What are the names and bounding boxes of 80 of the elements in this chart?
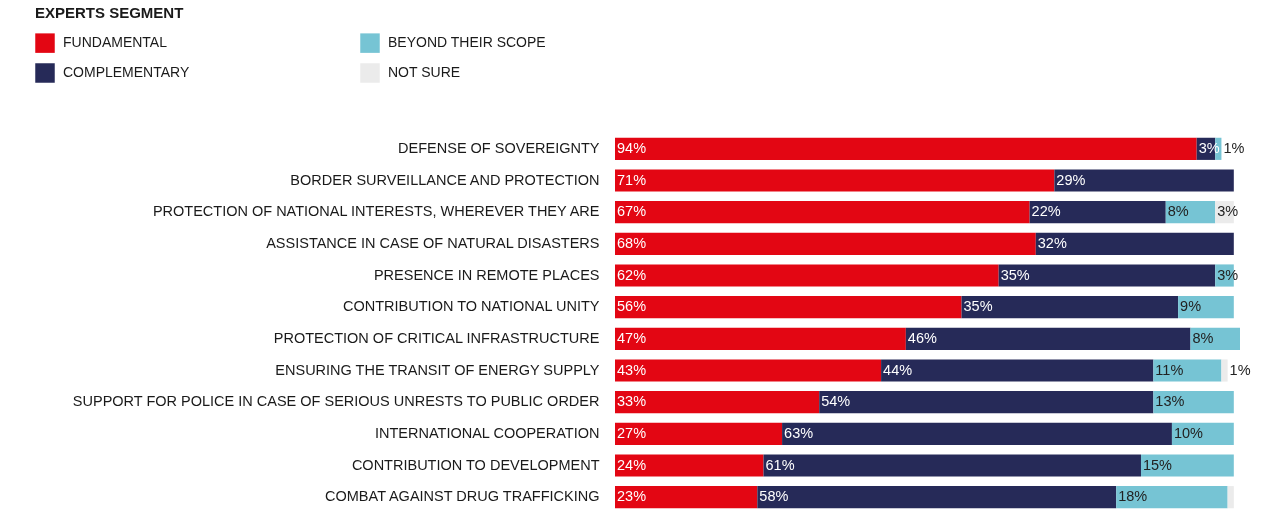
legend-label: COMPLEMENTARY bbox=[63, 64, 190, 80]
data-label: 22% bbox=[1031, 203, 1061, 220]
data-label: 9% bbox=[1180, 298, 1202, 315]
bar bbox=[615, 264, 999, 287]
data-label: 43% bbox=[617, 361, 647, 378]
y-tick-label: COMBAT AGAINST DRUG TRAFFICKING bbox=[325, 488, 600, 505]
data-label: 46% bbox=[907, 329, 937, 346]
data-label: 62% bbox=[617, 266, 647, 283]
y-tick-label: PROTECTION OF CRITICAL INFRASTRUCTURE bbox=[273, 329, 600, 346]
y-tick-label: SUPPORT FOR POLICE IN CASE OF SERIOUS UNRESTS TO PUBLIC ORDER bbox=[72, 393, 600, 410]
data-label: 23% bbox=[617, 488, 647, 505]
bar bbox=[615, 137, 1197, 160]
bar bbox=[763, 454, 1141, 477]
bar bbox=[615, 422, 783, 445]
bar bbox=[1153, 359, 1222, 382]
data-label: 3% bbox=[1217, 203, 1239, 220]
data-label: 33% bbox=[617, 393, 647, 410]
bar bbox=[905, 327, 1191, 350]
data-label: 58% bbox=[759, 488, 789, 505]
data-label: 56% bbox=[617, 298, 647, 315]
y-tick-label: CONTRIBUTION TO DEVELOPMENT bbox=[351, 456, 600, 473]
bar bbox=[1116, 486, 1228, 509]
data-label: 1% bbox=[1223, 139, 1245, 156]
data-label: 68% bbox=[617, 234, 647, 251]
data-label: 61% bbox=[765, 456, 795, 473]
data-label: 47% bbox=[617, 329, 647, 346]
y-tick-label: ENSURING THE TRANSIT OF ENERGY SUPPLY bbox=[275, 361, 600, 378]
data-label: 35% bbox=[1000, 266, 1030, 283]
bar bbox=[757, 486, 1117, 509]
data-label: 94% bbox=[617, 139, 647, 156]
data-label: 71% bbox=[617, 171, 647, 188]
legend-label: BEYOND THEIR SCOPE bbox=[388, 34, 546, 51]
bar bbox=[615, 391, 820, 414]
legend-title: EXPERTS SEGMENT bbox=[35, 4, 184, 21]
bar bbox=[615, 359, 882, 382]
y-tick-label: CONTRIBUTION TO NATIONAL UNITY bbox=[343, 298, 600, 315]
bar bbox=[1029, 201, 1166, 224]
data-label: 24% bbox=[617, 456, 647, 473]
bar bbox=[615, 296, 962, 319]
y-tick-label: PROTECTION OF NATIONAL INTERESTS, WHEREVER THEY ARE bbox=[152, 203, 600, 220]
bar bbox=[1140, 454, 1234, 477]
data-label: 63% bbox=[784, 424, 814, 441]
y-tick-label: ASSISTANCE IN CASE OF NATURAL DISASTERS bbox=[266, 234, 600, 251]
data-label: 8% bbox=[1167, 203, 1189, 220]
bar bbox=[615, 327, 906, 350]
bar bbox=[1035, 232, 1234, 255]
bar bbox=[998, 264, 1216, 287]
data-label: 11% bbox=[1155, 361, 1184, 378]
data-label: 32% bbox=[1037, 234, 1067, 251]
bar bbox=[881, 359, 1154, 382]
data-label: 35% bbox=[963, 298, 993, 315]
bar bbox=[819, 391, 1154, 414]
data-label: 27% bbox=[617, 424, 647, 441]
bar bbox=[961, 296, 1179, 319]
data-label: 8% bbox=[1192, 329, 1214, 346]
y-tick-label: INTERNATIONAL COOPERATION bbox=[374, 424, 600, 441]
data-label: 44% bbox=[883, 361, 913, 378]
bar bbox=[615, 232, 1036, 255]
data-label: 13% bbox=[1155, 393, 1185, 410]
data-label: 29% bbox=[1056, 171, 1086, 188]
bar bbox=[615, 169, 1055, 192]
bar bbox=[615, 454, 764, 477]
data-label: 67% bbox=[617, 203, 647, 220]
data-label: 15% bbox=[1142, 456, 1173, 473]
bar bbox=[782, 422, 1172, 445]
bar bbox=[1221, 359, 1228, 382]
legend-label: FUNDAMENTAL bbox=[63, 34, 168, 51]
data-label: 18% bbox=[1118, 488, 1148, 505]
bar bbox=[1153, 391, 1234, 414]
y-tick-label: PRESENCE IN REMOTE PLACES bbox=[373, 266, 600, 283]
y-tick-label: BORDER SURVEILLANCE AND PROTECTION bbox=[290, 171, 600, 188]
bar bbox=[1054, 169, 1234, 192]
bar bbox=[615, 486, 758, 509]
y-tick-label: DEFENSE OF SOVEREIGNTY bbox=[398, 139, 600, 156]
legend-label: NOT SURE bbox=[388, 64, 461, 80]
data-label: 10% bbox=[1173, 424, 1204, 441]
bar bbox=[615, 201, 1030, 224]
data-label: 1% bbox=[1229, 361, 1251, 378]
bar bbox=[1227, 486, 1234, 509]
data-label: 54% bbox=[821, 393, 851, 410]
